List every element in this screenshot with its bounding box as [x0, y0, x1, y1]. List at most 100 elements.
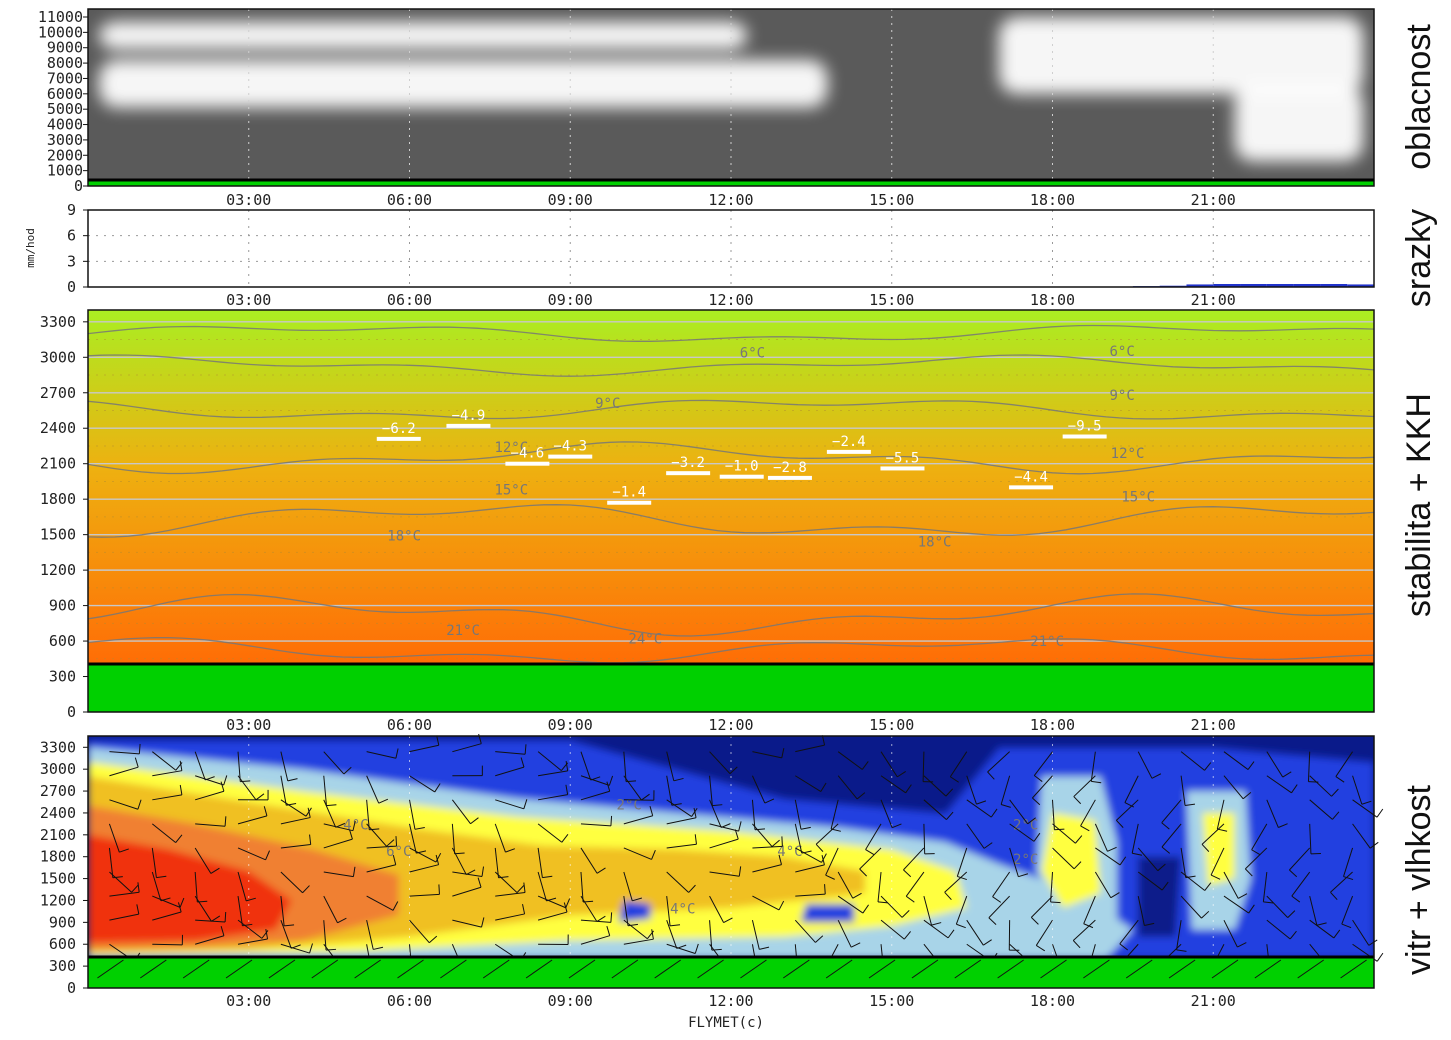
y-tick-label: 5000	[47, 100, 83, 118]
kkh-value: −3.2	[671, 455, 705, 471]
isotherm-label: 6°C	[740, 345, 765, 361]
kkh-value: −1.0	[725, 459, 759, 475]
precip-unit-label: mm/hod	[24, 228, 37, 268]
x-tick-label: 21:00	[1191, 291, 1236, 309]
kkh-marker	[446, 424, 490, 428]
y-tick-label: 3	[67, 252, 76, 270]
x-tick-label: 09:00	[548, 191, 593, 209]
wind-ground	[88, 957, 1374, 988]
x-tick-label: 03:00	[226, 291, 271, 309]
y-tick-label: 3000	[40, 348, 76, 366]
y-tick-label: 1000	[47, 162, 83, 180]
y-tick-label: 3300	[40, 313, 76, 331]
x-tick-label: 12:00	[708, 291, 753, 309]
x-tick-label: 21:00	[1191, 992, 1236, 1010]
isotherm-label: 21°C	[1030, 634, 1064, 650]
y-tick-label: 1800	[40, 848, 76, 866]
isotherm-label: 9°C	[595, 396, 620, 412]
x-tick-label: 15:00	[869, 291, 914, 309]
isotherm-label: 9°C	[1110, 388, 1135, 404]
y-tick-label: 9000	[47, 39, 83, 57]
wind-barb-flag	[825, 884, 826, 894]
x-tick-label: 18:00	[1030, 291, 1075, 309]
isotherm-label: 6°C	[1110, 344, 1135, 360]
kkh-marker	[666, 471, 710, 475]
y-tick-label: 600	[49, 632, 76, 650]
x-tick-label: 03:00	[226, 992, 271, 1010]
y-tick-label: 1200	[40, 561, 76, 579]
y-tick-label: 1200	[40, 891, 76, 909]
x-tick-label: 12:00	[708, 191, 753, 209]
cloud-cover-panel: 0100020003000400050006000700080009000100…	[38, 8, 1438, 209]
x-tick-label: 03:00	[226, 716, 271, 734]
y-tick-label: 0	[67, 979, 76, 997]
kkh-value: −2.4	[832, 434, 866, 450]
cloud-layer	[999, 17, 1363, 94]
kkh-marker	[377, 437, 421, 441]
wind-barb-flag	[439, 884, 440, 894]
y-tick-label: 900	[49, 597, 76, 615]
cloud-layer	[99, 22, 747, 50]
x-tick-label: 06:00	[387, 191, 432, 209]
kkh-marker	[720, 475, 764, 479]
kkh-marker	[768, 476, 812, 480]
wind-barb-flag	[396, 836, 397, 846]
y-tick-label: 0	[74, 177, 83, 195]
x-tick-label: 18:00	[1030, 992, 1075, 1010]
kkh-value: −4.4	[1014, 469, 1048, 485]
humidity-zone	[619, 901, 651, 923]
cloud-layer	[1235, 86, 1364, 161]
x-tick-label: 15:00	[869, 992, 914, 1010]
side-label-oblacnost: oblacnost	[1400, 24, 1438, 170]
isotherm-label: 15°C	[494, 482, 528, 498]
y-tick-label: 11000	[38, 8, 83, 26]
wind-contour-label: 2°C	[1013, 818, 1038, 834]
x-tick-label: 15:00	[869, 716, 914, 734]
kkh-value: −1.4	[612, 485, 646, 501]
cloud-y-ticks: 0100020003000400050006000700080009000100…	[38, 8, 88, 195]
y-tick-label: 10000	[38, 23, 83, 41]
kkh-marker	[548, 455, 592, 459]
x-tick-label: 12:00	[708, 992, 753, 1010]
kkh-marker	[607, 501, 651, 505]
y-tick-label: 6000	[47, 85, 83, 103]
wind-barb-flag	[1054, 829, 1064, 830]
y-tick-label: 2700	[40, 384, 76, 402]
isotherm-label: 18°C	[918, 534, 952, 550]
wind-barb	[152, 944, 182, 945]
wind-contour-label: 2°C	[1013, 852, 1038, 868]
cloud-layer	[99, 60, 828, 108]
x-tick-label: 06:00	[387, 992, 432, 1010]
wind-barb-flag	[1377, 809, 1383, 817]
flymet-credit: FLYMET(c)	[688, 1015, 764, 1031]
side-label-vitr: vitr + vlhkost	[1400, 785, 1438, 975]
kkh-value: −4.9	[452, 408, 486, 424]
y-tick-label: 2400	[40, 419, 76, 437]
stability-background	[88, 310, 1374, 664]
isotherm-label: 24°C	[628, 631, 662, 647]
y-tick-label: 1500	[40, 870, 76, 888]
y-tick-label: 8000	[47, 54, 83, 72]
isotherm-label: 18°C	[387, 529, 421, 545]
y-tick-label: 1800	[40, 490, 76, 508]
y-tick-label: 900	[49, 913, 76, 931]
y-tick-label: 2100	[40, 826, 76, 844]
wind-barb-flag	[611, 816, 612, 826]
y-tick-label: 9	[67, 201, 76, 219]
y-tick-label: 6	[67, 227, 76, 245]
x-tick-label: 06:00	[387, 716, 432, 734]
x-tick-label: 15:00	[869, 191, 914, 209]
y-tick-label: 2400	[40, 804, 76, 822]
side-label-stabilita: stabilita + KKH	[1400, 393, 1438, 617]
isotherm-label: 21°C	[446, 623, 480, 639]
kkh-marker	[1063, 435, 1107, 439]
y-tick-label: 7000	[47, 69, 83, 87]
x-tick-label: 06:00	[387, 291, 432, 309]
kkh-value: −6.2	[382, 421, 416, 437]
